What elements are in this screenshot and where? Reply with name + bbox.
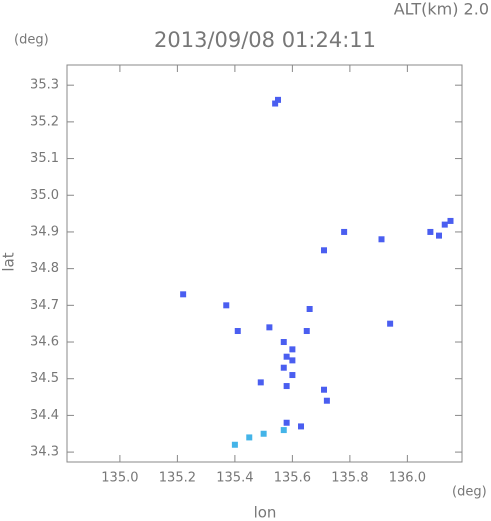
echo-point: [283, 353, 290, 360]
y-tick-label: 35.3: [30, 78, 59, 93]
echo-point: [234, 328, 241, 335]
y-tick-label: 35.1: [30, 151, 59, 166]
echo-point: [180, 291, 187, 298]
altitude-label: ALT(km) 2.0: [394, 0, 489, 19]
y-tick-label: 35.2: [30, 114, 59, 129]
echo-point: [427, 228, 434, 235]
x-tick-label: 135.0: [101, 471, 138, 486]
y-tick-label: 34.6: [30, 335, 59, 350]
plot-frame: [66, 64, 463, 463]
echo-point: [441, 221, 448, 228]
echo-point: [306, 305, 313, 312]
chart-title: 2013/09/08 01:24:11: [154, 28, 376, 52]
y-axis-title: lat: [0, 252, 18, 271]
x-tick-label: 135.6: [274, 471, 311, 486]
echo-point: [246, 434, 253, 441]
y-tick-label: 35.0: [30, 188, 59, 203]
echo-point: [231, 441, 238, 448]
x-unit: (deg): [452, 485, 487, 500]
x-axis-title: lon: [254, 504, 277, 521]
echo-point: [378, 236, 385, 243]
echo-point: [223, 302, 230, 309]
echo-point: [323, 397, 330, 404]
echo-point: [387, 320, 394, 327]
echo-point: [341, 228, 348, 235]
echo-point: [298, 423, 305, 430]
echo-point: [447, 217, 454, 224]
echo-point: [289, 346, 296, 353]
echo-point: [283, 419, 290, 426]
y-tick-label: 34.9: [30, 224, 59, 239]
echo-point: [289, 372, 296, 379]
x-tick-label: 135.8: [331, 471, 368, 486]
echo-point: [266, 324, 273, 331]
echo-point: [275, 96, 282, 103]
echo-point: [283, 383, 290, 390]
x-tick-label: 135.2: [159, 471, 196, 486]
echo-point: [436, 232, 443, 239]
echo-point: [280, 364, 287, 371]
y-tick-label: 34.5: [30, 371, 59, 386]
echo-point: [260, 430, 267, 437]
echo-point: [303, 328, 310, 335]
echo-point: [280, 427, 287, 434]
echo-point: [280, 339, 287, 346]
echo-point: [272, 100, 279, 107]
x-tick-label: 136.0: [389, 471, 426, 486]
echo-point: [321, 247, 328, 254]
echo-point: [321, 386, 328, 393]
x-tick-label: 135.4: [216, 471, 253, 486]
y-tick-label: 34.8: [30, 261, 59, 276]
y-tick-label: 34.4: [30, 408, 59, 423]
y-tick-label: 34.3: [30, 445, 59, 460]
echo-point: [289, 357, 296, 364]
echo-point: [257, 379, 264, 386]
y-unit: (deg): [14, 33, 49, 48]
y-tick-label: 34.7: [30, 298, 59, 313]
